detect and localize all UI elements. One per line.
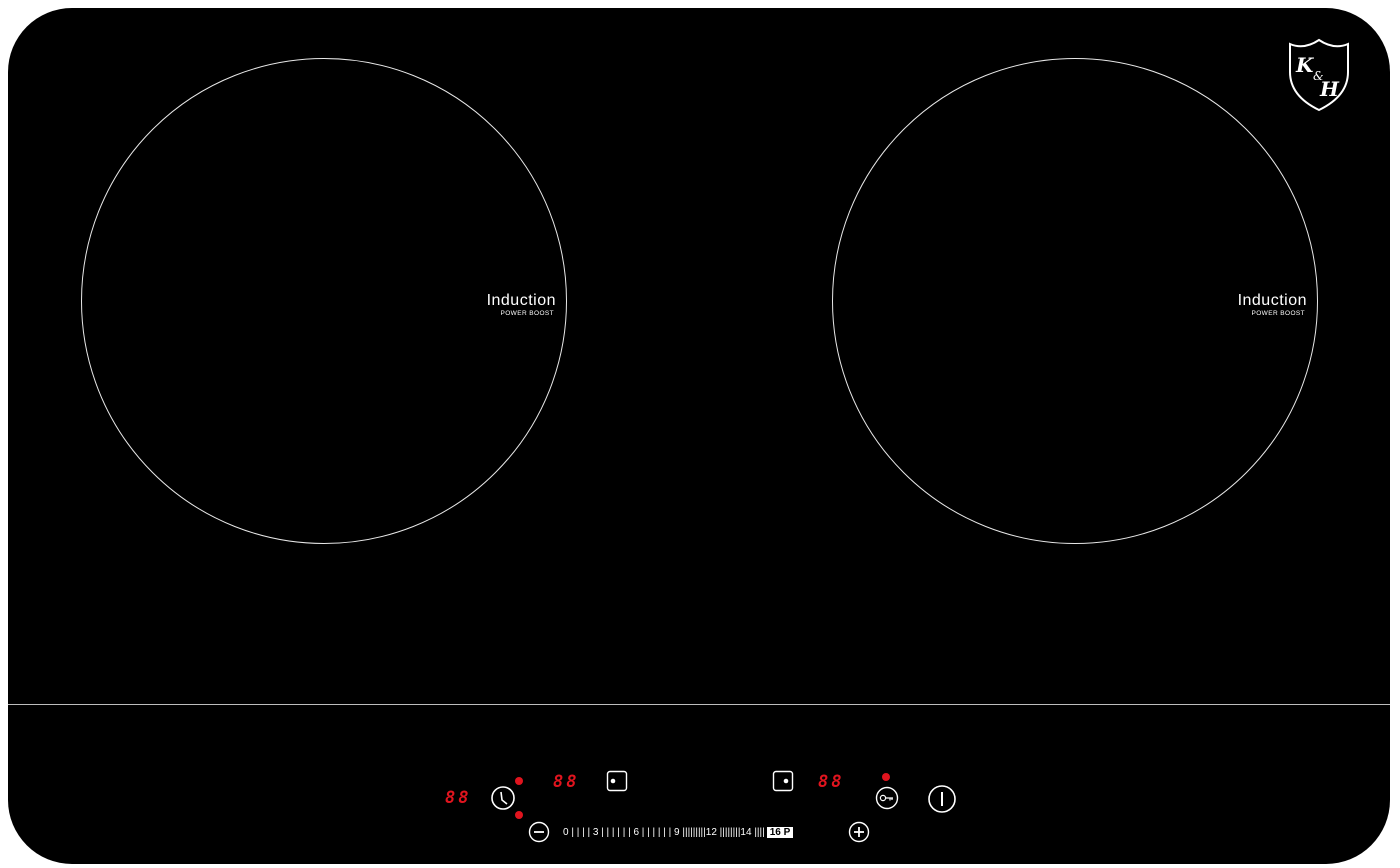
cooking-zone-right	[832, 58, 1318, 544]
svg-text:H: H	[1319, 77, 1340, 101]
kh-shield-logo: K & H	[1289, 38, 1349, 112]
zone-select-right-icon[interactable]	[772, 770, 794, 792]
timer-display: 88	[445, 788, 472, 808]
lock-indicator	[882, 773, 890, 781]
timer-indicator-top	[515, 777, 523, 785]
power-icon[interactable]	[927, 784, 957, 814]
power-scale-ticks: 0 | | | | 3 | | | | | | 6 | | | | | | 9 …	[563, 826, 765, 838]
svg-text:&: &	[1313, 69, 1324, 83]
timer-indicator-bottom	[515, 811, 523, 819]
induction-cooktop: K & H Induction POWER BOOST Induction PO…	[8, 8, 1390, 864]
timer-clock-icon[interactable]	[489, 784, 517, 812]
control-panel-divider	[8, 704, 1390, 705]
right-zone-display: 88	[818, 772, 845, 792]
key-lock-icon[interactable]	[875, 786, 899, 810]
zone-right-sublabel: POWER BOOST	[1251, 310, 1305, 317]
zone-left-sublabel: POWER BOOST	[500, 310, 554, 317]
minus-icon[interactable]	[528, 821, 550, 843]
plus-icon[interactable]	[848, 821, 870, 843]
power-level-slider[interactable]: 0 | | | | 3 | | | | | | 6 | | | | | | 9 …	[563, 824, 794, 840]
svg-text:K: K	[1295, 53, 1315, 77]
zone-select-left-icon[interactable]	[606, 770, 628, 792]
cooking-zone-left	[81, 58, 567, 544]
left-zone-display: 88	[553, 772, 580, 792]
zone-right-label: Induction	[1237, 292, 1307, 309]
zone-left-label: Induction	[486, 292, 556, 309]
power-boost-badge[interactable]: 16 P	[766, 826, 794, 838]
